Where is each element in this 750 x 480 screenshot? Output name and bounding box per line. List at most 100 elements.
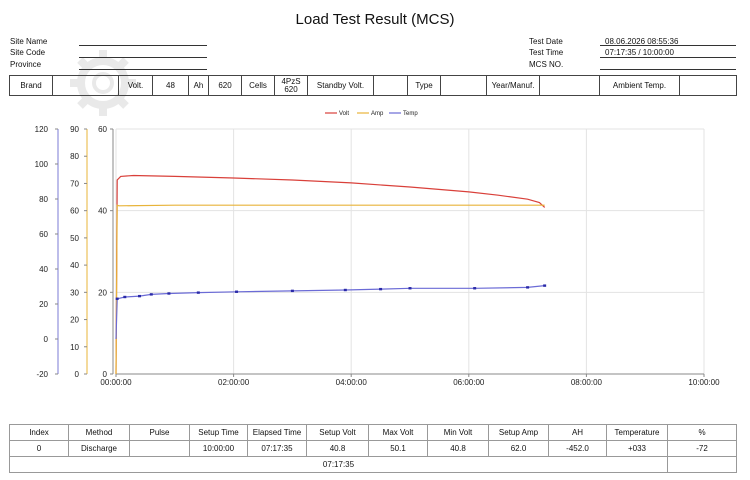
col-header-setup-amp: Setup Amp bbox=[488, 424, 549, 441]
cell-setup-amp: 62.0 bbox=[488, 440, 549, 457]
chart-axes: 00:00:00 02:00:00 04:00:00 06:00:00 08:00:00… bbox=[35, 125, 720, 387]
col-header-temperature: Temperature bbox=[606, 424, 668, 441]
legend-label-amp: Amp bbox=[371, 111, 384, 117]
results-table: Index Method Pulse Setup Time Elapsed Ti… bbox=[9, 424, 737, 473]
temp-point bbox=[379, 287, 383, 291]
brand-label: Brand bbox=[9, 75, 53, 96]
brand-value bbox=[52, 75, 119, 96]
province-field bbox=[79, 69, 207, 70]
amp-tick-label: 20 bbox=[70, 316, 79, 325]
legend-label-temp: Temp bbox=[403, 111, 418, 117]
temp-tick-label: 120 bbox=[35, 125, 49, 134]
temp-point bbox=[115, 297, 119, 300]
temp-point bbox=[473, 287, 477, 290]
series-volt-line bbox=[115, 174, 546, 375]
mcs-no-line bbox=[600, 69, 736, 70]
x-tick-label: 02:00:00 bbox=[218, 378, 250, 387]
col-header-setup-volt: Setup Volt bbox=[306, 424, 369, 441]
site-name-label: Site Name bbox=[10, 37, 48, 46]
ambient-temp-label: Ambient Temp. bbox=[599, 75, 680, 96]
type-value bbox=[440, 75, 487, 96]
test-time-label: Test Time bbox=[529, 48, 564, 57]
temp-point bbox=[138, 294, 142, 298]
load-test-chart: Volt Amp Temp 00:00:00 02:00:00 04:00:00 06:0… bbox=[35, 111, 720, 387]
temp-point bbox=[543, 284, 547, 287]
volt-tick-label: 20 bbox=[98, 288, 107, 297]
cell-min-volt: 40.8 bbox=[427, 440, 489, 457]
cells-value-line1: 4PzS bbox=[281, 76, 301, 86]
col-header-percent: % bbox=[667, 424, 737, 441]
temp-tick-label: 60 bbox=[39, 230, 48, 239]
x-tick-label: 04:00:00 bbox=[336, 378, 368, 387]
temp-point bbox=[290, 289, 294, 293]
temp-tick-label: 80 bbox=[39, 195, 48, 204]
cell-ah: -452.0 bbox=[548, 440, 607, 457]
ah-value: 620 bbox=[208, 75, 242, 96]
temp-point bbox=[343, 288, 347, 292]
test-date-line bbox=[600, 45, 736, 46]
site-code-label: Site Code bbox=[10, 48, 46, 57]
table-row: 0 Discharge 10:00:00 07:17:35 40.8 50.1 … bbox=[9, 440, 737, 457]
x-tick-label: 06:00:00 bbox=[453, 378, 485, 387]
test-date-value: 08.06.2026 08:55:36 bbox=[605, 37, 679, 46]
cell-index: 0 bbox=[9, 440, 69, 457]
col-header-elapsed-time: Elapsed Time bbox=[247, 424, 307, 441]
volt-value: 48 bbox=[152, 75, 189, 96]
results-footer-row: 07:17:35 bbox=[9, 456, 737, 473]
standby-volt-value bbox=[373, 75, 408, 96]
cell-pulse bbox=[129, 440, 190, 457]
cell-percent: -72 bbox=[667, 440, 737, 457]
col-header-method: Method bbox=[68, 424, 130, 441]
temp-tick-label: 100 bbox=[35, 160, 49, 169]
type-label: Type bbox=[407, 75, 441, 96]
temp-point bbox=[167, 292, 171, 295]
temp-point bbox=[526, 286, 530, 289]
cells-value-line2: 620 bbox=[284, 84, 298, 94]
amp-tick-label: 10 bbox=[70, 343, 79, 352]
site-code-field bbox=[79, 57, 207, 58]
temp-tick-label: 0 bbox=[44, 335, 49, 344]
x-tick-label: 08:00:00 bbox=[571, 378, 603, 387]
amp-tick-label: 50 bbox=[70, 234, 79, 243]
amp-tick-label: 40 bbox=[70, 261, 79, 270]
col-header-ah: AH bbox=[548, 424, 607, 441]
cell-setup-volt: 40.8 bbox=[306, 440, 369, 457]
site-name-field bbox=[79, 45, 207, 46]
page-title: Load Test Result (MCS) bbox=[295, 11, 455, 28]
volt-tick-label: 40 bbox=[98, 207, 107, 216]
volt-tick-label: 60 bbox=[98, 125, 107, 134]
col-header-setup-time: Setup Time bbox=[189, 424, 248, 441]
year-manuf-value bbox=[539, 75, 600, 96]
cells-value: 4PzS 620 bbox=[274, 75, 308, 96]
amp-tick-label: 70 bbox=[70, 179, 79, 188]
ambient-temp-value bbox=[679, 75, 737, 96]
amp-tick-label: 30 bbox=[70, 288, 79, 297]
volt-label: Volt. bbox=[118, 75, 153, 96]
volt-tick-label: 0 bbox=[103, 370, 108, 379]
temp-point bbox=[235, 290, 239, 293]
legend-label-volt: Volt bbox=[339, 111, 349, 117]
temp-point bbox=[196, 291, 200, 294]
test-time-line bbox=[600, 57, 736, 58]
x-tick-label: 10:00:00 bbox=[688, 378, 720, 387]
cell-temperature: +033 bbox=[606, 440, 668, 457]
cell-setup-time: 10:00:00 bbox=[189, 440, 248, 457]
ah-label: Ah bbox=[188, 75, 209, 96]
amp-tick-label: 0 bbox=[75, 370, 80, 379]
temp-point bbox=[408, 287, 412, 290]
x-tick-label: 00:00:00 bbox=[100, 378, 132, 387]
cell-elapsed-time: 07:17:35 bbox=[247, 440, 307, 457]
temp-tick-label: 20 bbox=[39, 300, 48, 309]
chart-legend: Volt Amp Temp bbox=[325, 111, 418, 117]
series-temp-line bbox=[115, 285, 545, 340]
test-date-label: Test Date bbox=[529, 37, 563, 46]
chart-grid bbox=[115, 128, 705, 375]
cell-method: Discharge bbox=[68, 440, 130, 457]
temp-tick-label: -20 bbox=[36, 370, 48, 379]
temp-point bbox=[149, 293, 153, 296]
col-header-min-volt: Min Volt bbox=[427, 424, 489, 441]
total-elapsed-time: 07:17:35 bbox=[9, 456, 668, 473]
year-manuf-label: Year/Manuf. bbox=[486, 75, 540, 96]
test-time-value: 07:17:35 / 10:00:00 bbox=[605, 48, 674, 57]
chart-series bbox=[115, 174, 547, 375]
